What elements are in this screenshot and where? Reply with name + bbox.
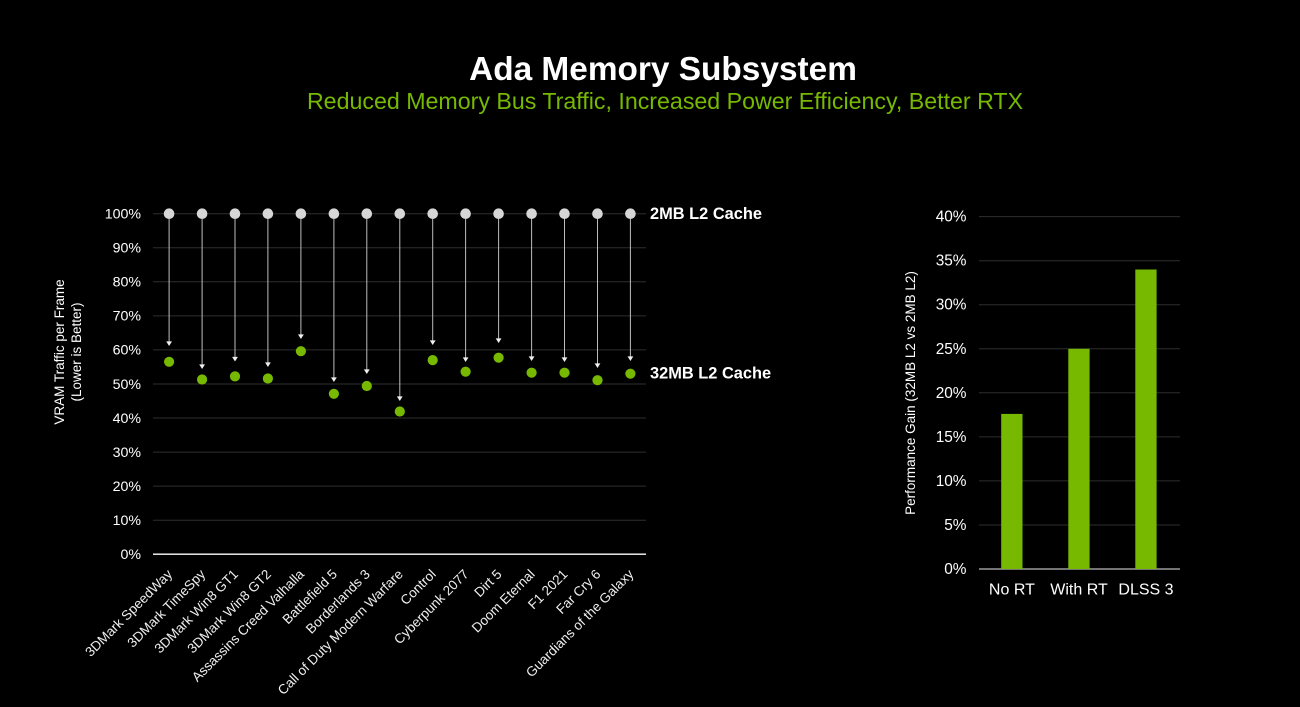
svg-text:20%: 20% xyxy=(113,479,142,495)
svg-text:0%: 0% xyxy=(120,547,141,563)
svg-text:80%: 80% xyxy=(113,275,142,291)
svg-text:30%: 30% xyxy=(113,445,142,461)
svg-text:Performance Gain (32MB L2 vs 2: Performance Gain (32MB L2 vs 2MB L2) xyxy=(903,271,918,515)
svg-text:30%: 30% xyxy=(936,297,967,314)
svg-text:50%: 50% xyxy=(113,377,142,393)
svg-text:5%: 5% xyxy=(944,517,967,534)
svg-text:Ada Memory Subsystem: Ada Memory Subsystem xyxy=(469,51,857,88)
svg-text:60%: 60% xyxy=(113,343,142,359)
svg-text:With RT: With RT xyxy=(1050,582,1108,599)
svg-text:10%: 10% xyxy=(936,473,967,490)
svg-text:(Lower is Better): (Lower is Better) xyxy=(69,302,84,401)
svg-text:15%: 15% xyxy=(936,429,967,446)
svg-text:VRAM Traffic per Frame: VRAM Traffic per Frame xyxy=(52,279,67,424)
svg-text:90%: 90% xyxy=(113,241,142,257)
svg-text:No RT: No RT xyxy=(989,582,1035,599)
svg-text:DLSS 3: DLSS 3 xyxy=(1118,582,1173,599)
svg-text:25%: 25% xyxy=(936,341,967,358)
svg-text:40%: 40% xyxy=(936,209,967,226)
svg-text:Reduced Memory Bus Traffic, In: Reduced Memory Bus Traffic, Increased Po… xyxy=(307,88,1023,114)
svg-text:40%: 40% xyxy=(113,411,142,427)
svg-text:70%: 70% xyxy=(113,309,142,325)
svg-text:20%: 20% xyxy=(936,385,967,402)
svg-text:10%: 10% xyxy=(113,513,142,529)
svg-text:0%: 0% xyxy=(944,561,967,578)
svg-text:32MB L2 Cache: 32MB L2 Cache xyxy=(650,365,771,383)
svg-text:2MB L2 Cache: 2MB L2 Cache xyxy=(650,205,762,223)
svg-text:100%: 100% xyxy=(105,207,142,223)
svg-text:35%: 35% xyxy=(936,253,967,270)
